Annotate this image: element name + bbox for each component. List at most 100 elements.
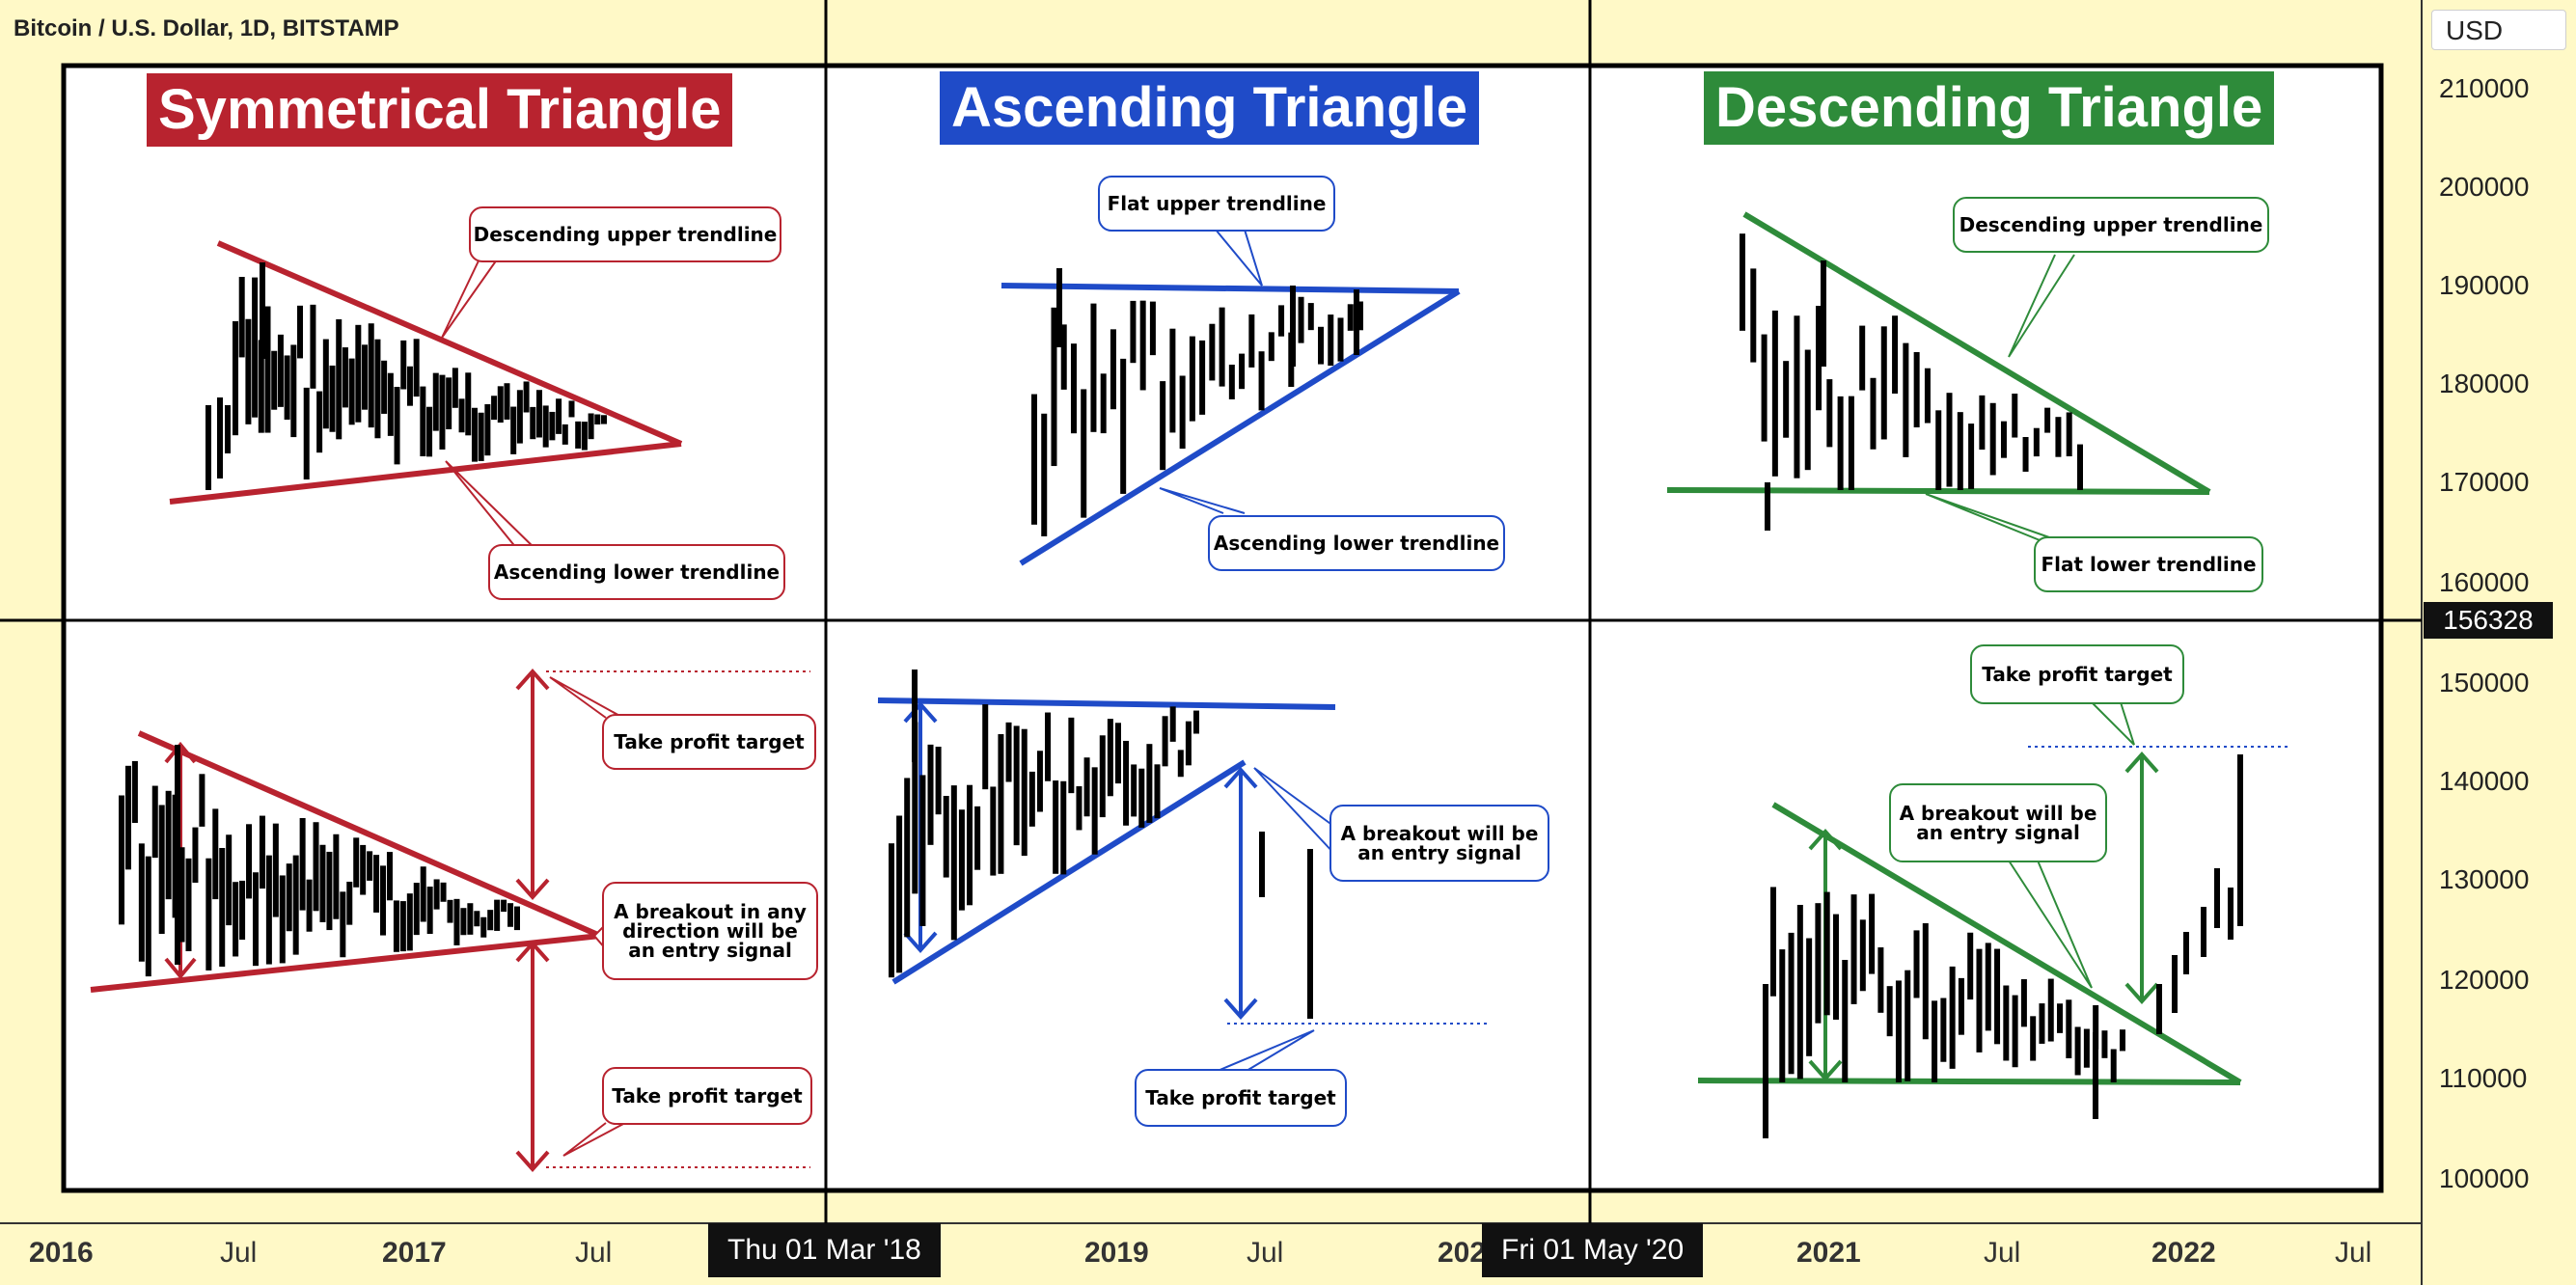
price-bar	[2022, 437, 2029, 472]
price-bar	[2000, 421, 2007, 458]
price-bar	[1740, 233, 1745, 331]
price-bar	[2183, 932, 2189, 974]
price-bar	[322, 339, 329, 429]
price-bar	[2039, 1003, 2045, 1044]
asc-lower-callout-tail	[1159, 487, 1246, 514]
sym-lower-trendline	[169, 441, 682, 505]
price-bar	[1783, 361, 1790, 438]
price-bar	[896, 815, 903, 973]
sym-target-up-arrowhead-bottom	[515, 878, 550, 901]
time-tick-label: 2019	[1084, 1237, 1149, 1269]
price-bar	[1832, 914, 1839, 1020]
price-bar	[362, 344, 369, 410]
price-bar	[935, 747, 942, 815]
price-bar	[1169, 706, 1176, 742]
price-bar	[467, 903, 474, 935]
price-bar	[480, 916, 487, 938]
price-bar	[326, 851, 333, 931]
price-bar	[233, 882, 239, 957]
price-bar	[1826, 379, 1833, 448]
price-bar	[1903, 342, 1909, 457]
price-bar	[259, 815, 265, 889]
price-bar	[1880, 326, 1887, 440]
time-tick-label: Jul	[1984, 1237, 2021, 1269]
currency-selector[interactable]: USD	[2431, 10, 2566, 50]
price-bar	[1189, 336, 1195, 422]
price-bar	[1028, 771, 1035, 827]
desc-height-arrowhead-bottom	[1808, 1059, 1843, 1082]
price-bar	[484, 404, 491, 456]
asc-upper-trendline-callout: Flat upper trendline	[1098, 176, 1335, 232]
price-bar	[1994, 948, 2001, 1045]
price-bar	[1131, 764, 1137, 817]
price-bar	[333, 834, 340, 919]
price-bar	[217, 397, 223, 478]
price-bar	[1985, 943, 1991, 1031]
price-bar	[1259, 832, 1265, 897]
price-tick-label: 180000	[2439, 369, 2530, 398]
price-bar	[387, 372, 394, 436]
price-bar	[1081, 389, 1087, 518]
asc-take-profit-callout: Take profit target	[1135, 1069, 1347, 1127]
asc-bottom-flat-trendline	[877, 697, 1336, 710]
price-bar	[290, 344, 297, 438]
price-bar	[1031, 394, 1037, 525]
price-bar	[912, 722, 918, 894]
price-bar	[233, 320, 238, 436]
price-bar	[1779, 949, 1786, 1082]
price-bar	[284, 355, 290, 421]
price-bar	[2093, 1004, 2099, 1050]
price-bar	[1051, 307, 1057, 467]
desc-bottom-pattern	[1697, 701, 2290, 1085]
price-bar	[252, 277, 259, 418]
price-bar	[2228, 888, 2233, 940]
price-tick-label: 110000	[2439, 1063, 2528, 1093]
price-tick-label: 170000	[2439, 467, 2530, 497]
desc-upper-trendline-callout: Descending upper trendline	[1953, 197, 2269, 253]
price-bar	[1056, 268, 1062, 347]
price-bar	[138, 843, 145, 962]
price-bar	[1041, 413, 1048, 536]
price-bar	[514, 906, 520, 931]
sym-tp-bottom-callout-tail	[562, 1122, 626, 1157]
price-bar	[1816, 305, 1822, 411]
price-bar	[1100, 373, 1107, 434]
asc-lower-trendline-callout: Ascending lower trendline	[1208, 515, 1505, 571]
desc-upper-callout-tail	[2008, 254, 2075, 358]
price-bar	[1940, 998, 1947, 1062]
price-bar	[487, 910, 494, 931]
sym-bottom-upper-trendline	[137, 730, 602, 939]
price-bar	[1083, 757, 1090, 817]
price-bar	[2110, 1049, 2117, 1082]
price-bar	[1848, 396, 1854, 490]
price-bar	[258, 340, 264, 433]
price-bar	[381, 360, 388, 414]
price-bar	[1357, 301, 1363, 331]
price-bar	[1905, 970, 1911, 1081]
price-bar	[1228, 364, 1235, 399]
price-bar	[2066, 999, 2072, 1058]
price-bar	[151, 785, 158, 859]
price-bar	[2030, 1016, 2037, 1061]
price-bar	[406, 366, 413, 406]
price-bar	[1796, 904, 1803, 1080]
price-bar	[478, 412, 484, 461]
price-bar	[943, 796, 949, 878]
price-bar	[1821, 260, 1826, 367]
desc-lower-callout-tail	[1925, 493, 2069, 545]
price-bar	[413, 339, 420, 397]
sym-upper-trendline-callout: Descending upper trendline	[469, 206, 781, 262]
price-bar	[119, 795, 124, 925]
price-bar	[1771, 310, 1778, 477]
price-bar	[433, 879, 440, 910]
sym-breakout-callout: A breakout in any direction will be an e…	[602, 882, 818, 980]
price-bar	[460, 908, 467, 936]
asc-target-arrowhead-bottom	[1223, 998, 1258, 1021]
price-bar	[393, 900, 399, 952]
price-bar	[1193, 710, 1199, 734]
price-bar	[1892, 315, 1899, 394]
price-bar	[1932, 1000, 1938, 1082]
price-bar	[950, 785, 957, 941]
price-bar	[329, 365, 336, 432]
price-bar	[1307, 849, 1313, 1019]
